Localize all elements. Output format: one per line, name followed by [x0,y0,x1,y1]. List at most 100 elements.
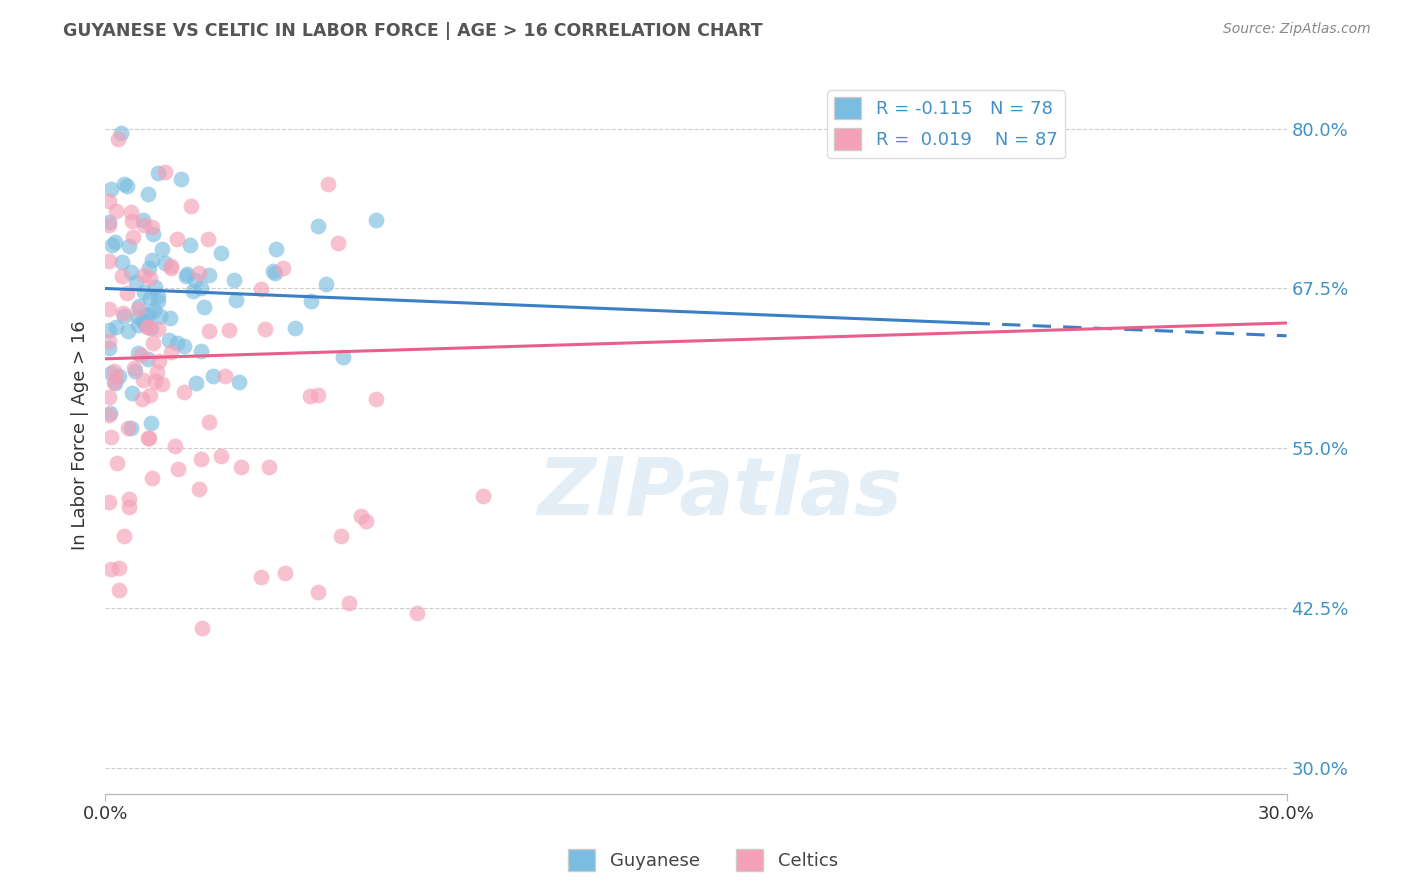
Point [132,373,155,387]
Point [176,267,198,281]
Point [131,392,153,406]
Point [316,177,339,191]
Point [184,272,207,286]
Point [104,204,127,219]
Point [98,494,121,508]
Point [141,320,163,334]
Point [98,219,121,233]
Point [166,336,188,351]
Point [364,392,387,406]
Point [111,269,134,284]
Point [143,374,166,388]
Point [107,132,129,146]
Point [127,302,149,317]
Point [143,280,166,294]
Point [197,232,219,246]
Point [181,284,204,298]
Point [229,460,252,475]
Text: GUYANESE VS CELTIC IN LABOR FORCE | AGE > 16 CORRELATION CHART: GUYANESE VS CELTIC IN LABOR FORCE | AGE … [63,22,763,40]
Point [98,341,121,355]
Point [98,334,121,349]
Point [471,490,494,504]
Y-axis label: In Labor Force | Age > 16: In Labor Force | Age > 16 [72,321,89,550]
Point [160,259,183,273]
Point [155,165,177,179]
Point [120,205,142,219]
Point [98,408,121,422]
Point [197,415,219,429]
Point [103,375,125,389]
Point [250,570,273,584]
Point [198,268,221,282]
Point [174,268,197,283]
Point [117,324,139,338]
Point [111,306,134,320]
Point [125,275,148,289]
Point [104,235,127,250]
Point [146,322,169,336]
Point [228,375,250,389]
Point [103,364,125,378]
Point [121,214,143,228]
Point [187,266,209,280]
Point [337,596,360,610]
Point [141,471,163,485]
Point [201,369,224,384]
Point [271,260,294,275]
Point [141,253,163,268]
Point [150,376,173,391]
Point [224,272,246,286]
Point [138,307,160,321]
Point [98,254,121,268]
Point [138,320,160,334]
Point [122,361,145,376]
Point [98,390,121,404]
Point [139,388,162,402]
Point [110,126,132,140]
Point [127,346,149,360]
Point [149,309,172,323]
Point [104,319,127,334]
Point [122,229,145,244]
Point [111,254,134,268]
Point [139,416,162,430]
Point [135,320,157,334]
Point [173,385,195,400]
Point [134,218,156,232]
Point [218,323,240,337]
Point [150,242,173,256]
Point [146,365,169,379]
Point [190,621,212,635]
Point [307,585,329,599]
Point [100,366,122,380]
Point [132,212,155,227]
Point [190,343,212,358]
Point [138,261,160,276]
Point [264,242,287,256]
Point [406,606,429,620]
Point [157,333,180,347]
Point [118,491,141,506]
Point [120,421,142,435]
Point [146,289,169,303]
Point [115,286,138,301]
Point [134,317,156,331]
Point [143,302,166,317]
Point [298,389,321,403]
Point [146,166,169,180]
Point [160,260,183,275]
Point [198,324,221,338]
Point [100,181,122,195]
Point [257,459,280,474]
Point [186,376,208,390]
Point [127,310,149,324]
Point [249,282,271,296]
Point [124,364,146,378]
Point [98,194,121,208]
Point [105,456,128,470]
Point [179,238,201,252]
Point [262,264,284,278]
Text: Source: ZipAtlas.com: Source: ZipAtlas.com [1223,22,1371,37]
Point [326,236,349,251]
Point [166,232,188,246]
